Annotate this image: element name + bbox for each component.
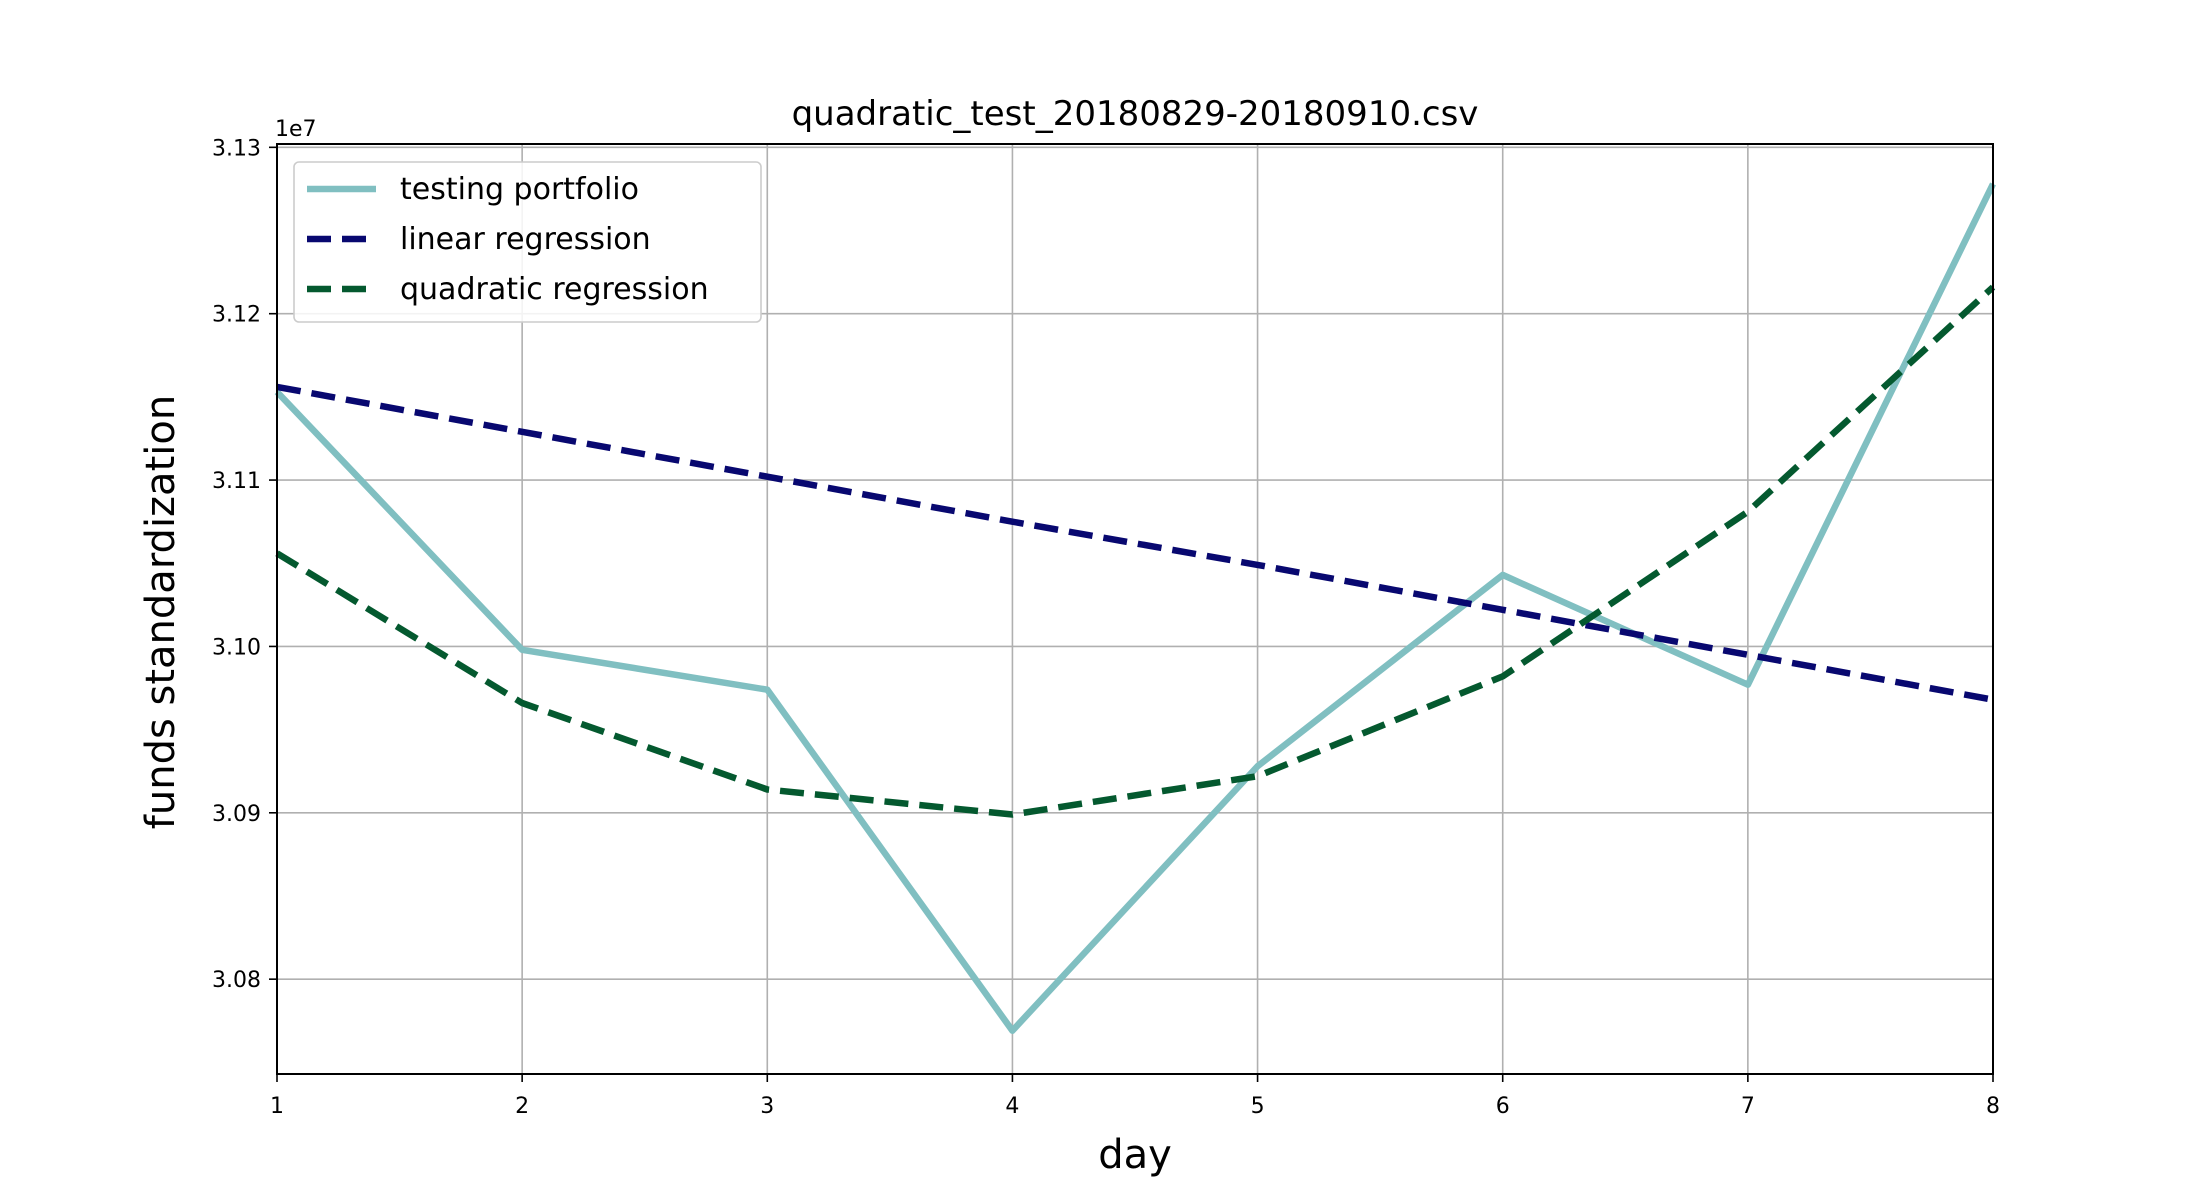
x-axis-label: day bbox=[1098, 1132, 1172, 1178]
legend-frame bbox=[293, 161, 762, 323]
x-tick-label: 2 bbox=[515, 1094, 529, 1119]
legend: testing portfolio linear regression quadra… bbox=[293, 161, 762, 323]
x-tick-label: 8 bbox=[1986, 1094, 2000, 1119]
series-line-quadratic-regression bbox=[275, 284, 1996, 818]
y-tick-label: 3.08 bbox=[212, 968, 261, 993]
x-tick-label: 5 bbox=[1251, 1094, 1265, 1119]
y-axis-label: funds standardization bbox=[138, 395, 184, 829]
legend-label: linear regression bbox=[400, 222, 651, 257]
x-tick-label: 7 bbox=[1741, 1094, 1755, 1119]
plot-frame bbox=[276, 143, 1994, 1075]
x-tick-label: 1 bbox=[270, 1094, 284, 1119]
y-tick-label: 3.11 bbox=[212, 469, 261, 494]
x-tick-label: 4 bbox=[1005, 1094, 1019, 1119]
axis-ticks: 1 2 3 4 5 6 7 8 3.08 3.09 3.10 3.11 3.12 3.13 bbox=[212, 136, 2000, 1119]
x-tick-label: 6 bbox=[1496, 1094, 1510, 1119]
y-tick-label: 3.12 bbox=[212, 303, 261, 328]
y-tick-label: 3.09 bbox=[212, 802, 261, 827]
series-line-testing-portfolio bbox=[274, 182, 1996, 1034]
y-axis-offset-label: 1e7 bbox=[275, 117, 317, 142]
legend-label: testing portfolio bbox=[400, 172, 639, 207]
y-tick-label: 3.10 bbox=[212, 635, 261, 660]
x-tick-label: 3 bbox=[760, 1094, 774, 1119]
legend-label: quadratic regression bbox=[400, 272, 709, 307]
series-lines bbox=[274, 182, 1996, 1034]
y-tick-label: 3.13 bbox=[212, 136, 261, 161]
chart-title: quadratic_test_20180829-20180910.csv bbox=[792, 94, 1479, 134]
series-line-linear-regression bbox=[276, 383, 1994, 703]
